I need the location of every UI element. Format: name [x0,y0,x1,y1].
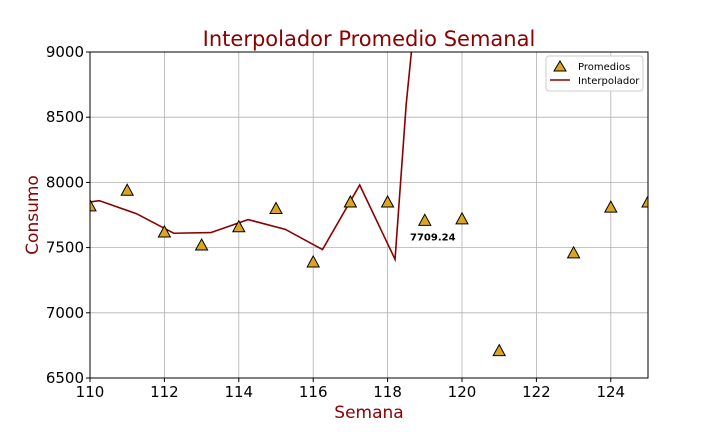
promedio-marker [157,224,172,238]
promedio-marker [90,198,97,212]
legend: Promedios Interpolador [545,55,644,92]
y-tick-label: 7500 [46,239,84,257]
plot-data: 7709.24 [90,52,648,357]
x-tick-label: 112 [150,383,179,401]
x-tick-label: 110 [76,383,105,401]
promedio-marker [417,213,432,226]
promedio-marker [566,245,581,259]
promedio-marker [343,194,358,208]
x-axis-title: Semana [334,403,403,423]
y-tick-label: 8000 [46,173,84,191]
interpolador-line [90,52,413,263]
x-tick-label: 124 [596,383,625,401]
promedio-marker [641,194,648,208]
chart-title: Interpolador Promedio Semanal [203,27,536,51]
y-axis-title: Consumo [23,175,43,255]
x-tick-label: 122 [522,383,551,401]
plot-frame [89,51,649,379]
promedio-marker [231,219,246,233]
y-tick-label: 6500 [46,369,84,387]
grid [89,51,648,379]
promedio-marker [380,194,395,208]
legend-box [545,55,644,92]
promedio-marker [455,211,469,225]
legend-label-interpolador: Interpolador [578,76,640,87]
x-tick-label: 114 [224,383,253,401]
legend-marker-promedios [553,60,567,72]
promedio-marker [269,201,283,214]
y-tick-label: 7000 [46,304,84,322]
promedio-marker [603,200,618,213]
y-tick-label: 9000 [46,43,84,61]
x-tick-label: 120 [448,383,477,401]
axis-ticks: 110 112 114 116 118 120 122 124 6500 7000 7500 8000… [46,43,625,401]
promedio-marker [120,183,135,196]
x-tick-label: 116 [299,383,328,401]
y-tick-label: 8500 [46,108,84,126]
promedio-marker [492,343,507,357]
legend-label-promedios: Promedios [578,62,630,73]
annotation-label: 7709.24 [410,232,456,243]
x-tick-label: 118 [373,383,402,401]
promedio-marker [306,254,321,268]
promedio-marker [194,237,209,251]
